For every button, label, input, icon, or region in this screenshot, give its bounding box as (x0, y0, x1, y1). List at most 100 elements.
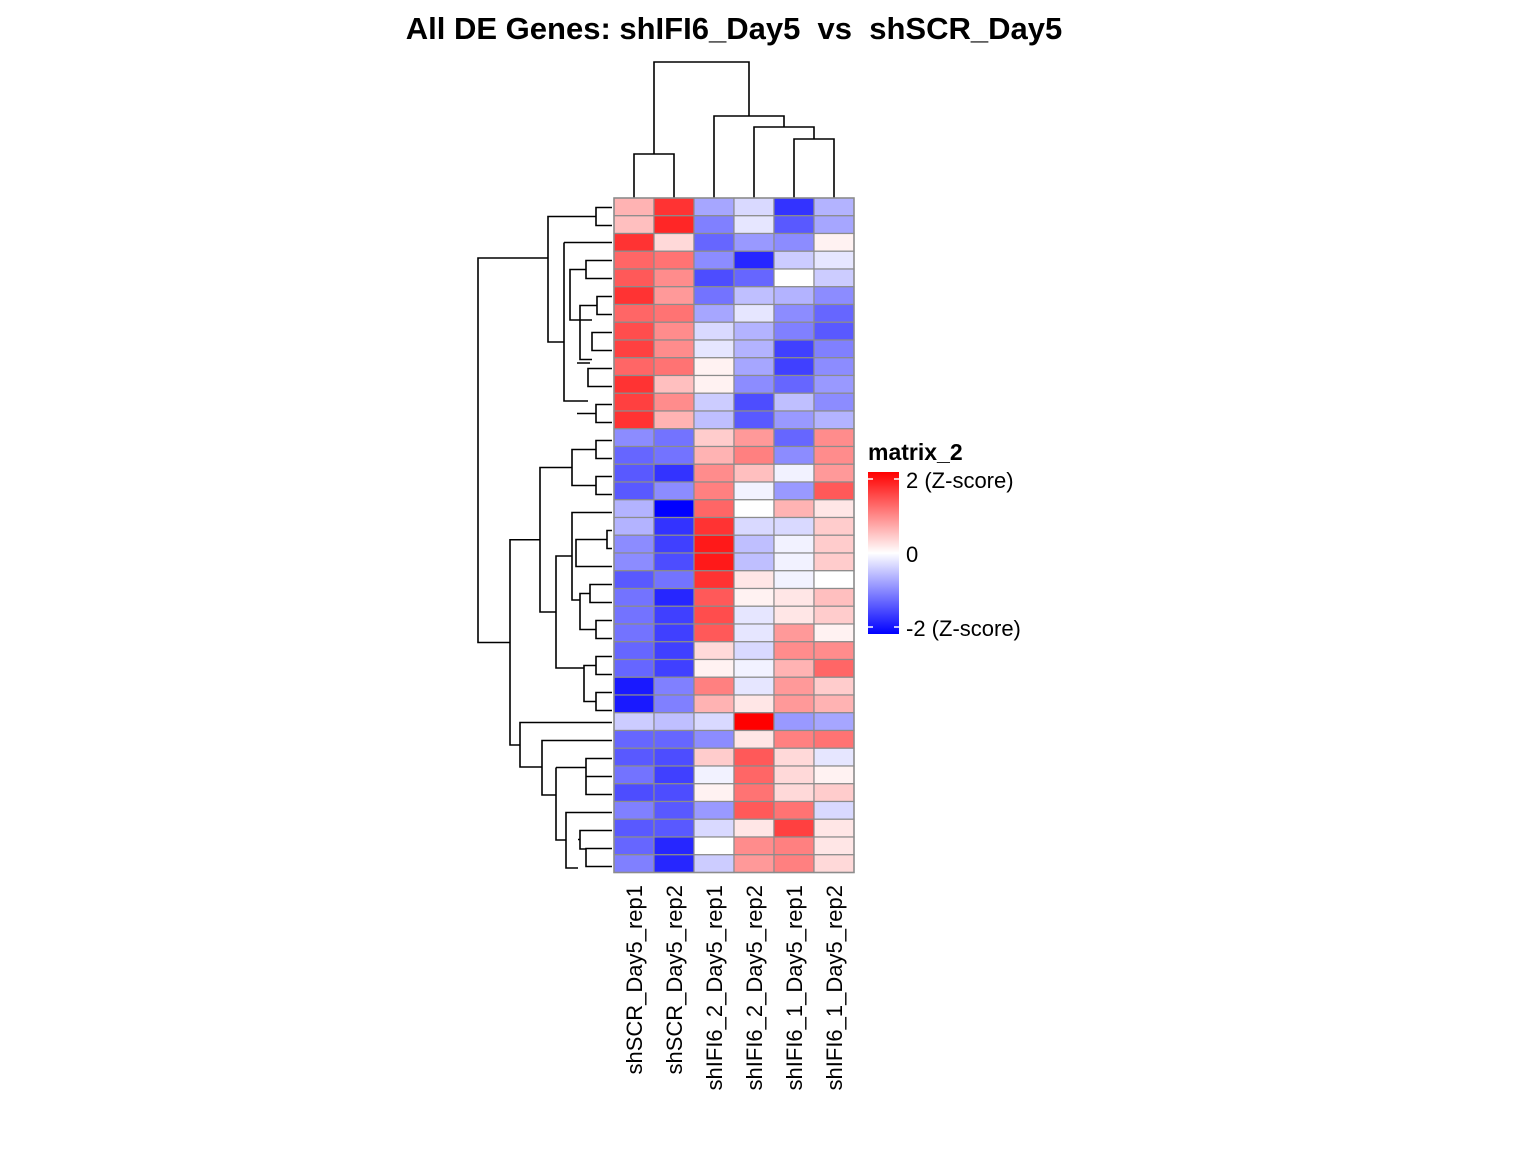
heatmap-cell-r27-c1 (613, 658, 655, 678)
heatmap-cell-r11-c4 (733, 374, 775, 394)
heatmap-cell-r1-c1 (613, 197, 655, 217)
heatmap-cell-r7-c2 (653, 303, 695, 323)
heatmap-cell-r29-c4 (733, 694, 775, 714)
heatmap-cell-r34-c5 (773, 783, 815, 803)
heatmap-cell-r12-c4 (733, 392, 775, 412)
heatmap-cell-r23-c1 (613, 587, 655, 607)
heatmap-cell-r38-c2 (653, 854, 695, 874)
heatmap-cell-r31-c2 (653, 729, 695, 749)
heatmap-cell-r34-c2 (653, 783, 695, 803)
heatmap-cell-r37-c5 (773, 836, 815, 856)
heatmap-cell-r24-c6 (813, 605, 855, 625)
heatmap-cell-r22-c6 (813, 570, 855, 590)
heatmap-cell-r26-c2 (653, 641, 695, 661)
heatmap-cell-r35-c3 (693, 800, 735, 820)
heatmap-cell-r11-c2 (653, 374, 695, 394)
heatmap-cell-r9-c3 (693, 339, 735, 359)
heatmap-cell-r14-c3 (693, 428, 735, 448)
row-dendrogram-branches (477, 206, 612, 869)
heatmap-cell-r32-c3 (693, 747, 735, 767)
heatmap-cell-r21-c1 (613, 552, 655, 572)
heatmap-cell-r23-c3 (693, 587, 735, 607)
heatmap-cell-r33-c3 (693, 765, 735, 785)
heatmap-cell-r15-c5 (773, 445, 815, 465)
heatmap-cell-r25-c5 (773, 623, 815, 643)
heatmap-cell-r10-c2 (653, 357, 695, 377)
heatmap-cell-r30-c5 (773, 712, 815, 732)
heatmap-cell-r32-c4 (733, 747, 775, 767)
heatmap-cell-r26-c1 (613, 641, 655, 661)
heatmap-cell-r20-c4 (733, 534, 775, 554)
heatmap-cell-r10-c4 (733, 357, 775, 377)
heatmap-cell-r30-c1 (613, 712, 655, 732)
heatmap-cell-r16-c1 (613, 463, 655, 483)
heatmap-cell-r31-c3 (693, 729, 735, 749)
heatmap-border (613, 197, 855, 874)
heatmap-cell-r28-c1 (613, 676, 655, 696)
heatmap-cell-r2-c6 (813, 215, 855, 235)
heatmap-cell-r31-c1 (613, 729, 655, 749)
heatmap-cell-r22-c1 (613, 570, 655, 590)
column-label-4: shIFI6_2_Day5_rep2 (742, 885, 767, 1090)
heatmap-cell-r6-c1 (613, 286, 655, 306)
heatmap-cell-r23-c4 (733, 587, 775, 607)
heatmap-cell-r35-c1 (613, 800, 655, 820)
heatmap-cell-r15-c3 (693, 445, 735, 465)
heatmap-cell-r4-c6 (813, 250, 855, 270)
heatmap-cell-r22-c4 (733, 570, 775, 590)
heatmap-cell-r21-c6 (813, 552, 855, 572)
heatmap-cell-r10-c3 (693, 357, 735, 377)
heatmap-cell-r34-c1 (613, 783, 655, 803)
heatmap-cell-r8-c1 (613, 321, 655, 341)
heatmap-cell-r36-c3 (693, 818, 735, 838)
heatmap-cell-r27-c3 (693, 658, 735, 678)
heatmap-cell-r23-c2 (653, 587, 695, 607)
heatmap-cell-r4-c2 (653, 250, 695, 270)
heatmap-cell-r23-c5 (773, 587, 815, 607)
color-legend: matrix_2 2 (Z-score) 0 -2 (Z-score) (868, 439, 1021, 641)
column-label-5: shIFI6_1_Day5_rep1 (782, 885, 807, 1090)
heatmap-cell-r2-c4 (733, 215, 775, 235)
heatmap-cell-r9-c1 (613, 339, 655, 359)
heatmap-cell-r19-c2 (653, 516, 695, 536)
heatmap-cell-r33-c2 (653, 765, 695, 785)
column-dendrogram-branches (633, 61, 835, 200)
heatmap-cell-r1-c5 (773, 197, 815, 217)
heatmap-cell-r24-c3 (693, 605, 735, 625)
heatmap-cell-r34-c4 (733, 783, 775, 803)
heatmap-cell-r5-c6 (813, 268, 855, 288)
heatmap-cell-r3-c1 (613, 232, 655, 252)
legend-tick-label-mid: 0 (906, 542, 918, 567)
heatmap-cell-r17-c3 (693, 481, 735, 501)
heatmap-cell-r13-c1 (613, 410, 655, 430)
heatmap-cell-r25-c2 (653, 623, 695, 643)
heatmap-cell-r16-c4 (733, 463, 775, 483)
heatmap-cell-r18-c6 (813, 499, 855, 519)
heatmap-cell-r21-c5 (773, 552, 815, 572)
heatmap-cell-r15-c6 (813, 445, 855, 465)
heatmap-cell-r4-c4 (733, 250, 775, 270)
column-dendrogram (633, 61, 835, 200)
heatmap-cell-r4-c3 (693, 250, 735, 270)
heatmap-cell-r10-c1 (613, 357, 655, 377)
heatmap-cell-r13-c3 (693, 410, 735, 430)
heatmap-cell-r6-c5 (773, 286, 815, 306)
heatmap-cell-r36-c1 (613, 818, 655, 838)
heatmap-cell-r33-c6 (813, 765, 855, 785)
heatmap-cell-r14-c1 (613, 428, 655, 448)
heatmap-cell-r38-c6 (813, 854, 855, 874)
heatmap-cell-r25-c6 (813, 623, 855, 643)
heatmap-cell-r17-c6 (813, 481, 855, 501)
chart-title: All DE Genes: shIFI6_Day5 vs shSCR_Day5 (406, 11, 1062, 46)
heatmap-cell-r37-c4 (733, 836, 775, 856)
heatmap-cell-r30-c2 (653, 712, 695, 732)
heatmap-cell-r24-c4 (733, 605, 775, 625)
heatmap-cell-r4-c1 (613, 250, 655, 270)
heatmap-cell-r7-c4 (733, 303, 775, 323)
heatmap-cell-r24-c2 (653, 605, 695, 625)
heatmap-cell-r38-c5 (773, 854, 815, 874)
heatmap-cell-r3-c5 (773, 232, 815, 252)
heatmap-cell-r33-c4 (733, 765, 775, 785)
legend-title: matrix_2 (868, 439, 963, 465)
heatmap-cell-r7-c6 (813, 303, 855, 323)
